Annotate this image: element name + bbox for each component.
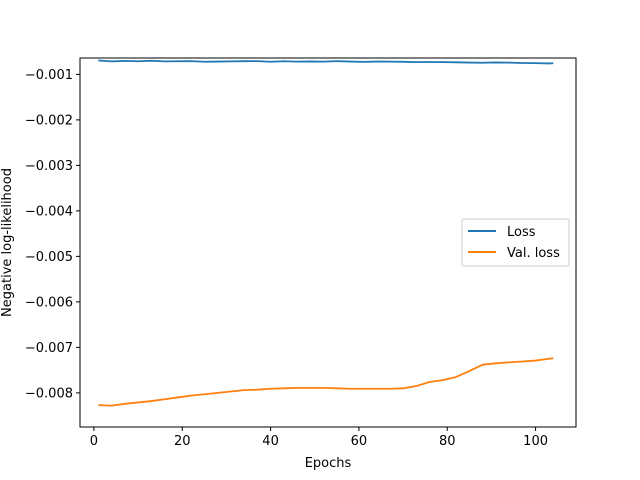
- x-tick-label: 100: [523, 434, 548, 449]
- series-line-val-loss: [98, 357, 554, 407]
- y-axis: −0.008 −0.007 −0.006 −0.005 −0.004 −0.003 −0.0…: [25, 68, 80, 401]
- x-axis-title: Epochs: [305, 456, 352, 471]
- series-line-loss: [98, 59, 554, 65]
- series-layer: [98, 59, 554, 407]
- y-tick-label: −0.008: [25, 386, 73, 401]
- y-tick-label: −0.005: [25, 250, 73, 265]
- y-tick-label: −0.003: [25, 159, 73, 174]
- y-axis-title: Negative log-likelihood: [0, 168, 15, 317]
- y-tick-label: −0.001: [25, 68, 73, 83]
- y-tick-label: −0.002: [25, 113, 73, 128]
- y-tick-label: −0.006: [25, 295, 73, 310]
- legend-label-loss: Loss: [507, 225, 536, 240]
- y-tick-label: −0.007: [25, 341, 73, 356]
- legend: Loss Val. loss: [461, 218, 570, 267]
- legend-label-val-loss: Val. loss: [507, 246, 560, 261]
- x-tick-label: 20: [174, 434, 191, 449]
- x-axis: 0 20 40 60 80 100: [90, 427, 548, 449]
- x-tick-label: 80: [439, 434, 456, 449]
- y-tick-label: −0.004: [25, 204, 73, 219]
- plot-frame: [79, 57, 577, 428]
- x-tick-label: 60: [351, 434, 368, 449]
- x-tick-label: 40: [262, 434, 279, 449]
- x-tick-label: 0: [90, 434, 98, 449]
